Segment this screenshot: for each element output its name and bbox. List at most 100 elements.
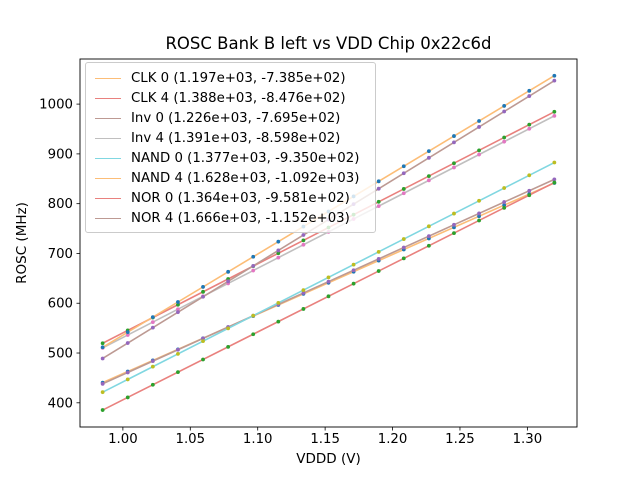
data-point-nor-4 (552, 78, 557, 83)
data-point-nor-4 (176, 310, 180, 315)
data-point-nand-0 (426, 224, 431, 229)
data-point-nand-0 (301, 288, 306, 293)
data-point-clk-4 (426, 174, 431, 178)
data-point-nand-0 (351, 262, 356, 267)
legend-line-swatch (95, 137, 121, 139)
legend-item-nand-4: NAND 4 (1.628e+03, -1.092e+03) (95, 168, 367, 188)
data-point-inv-0 (125, 370, 130, 375)
data-point-nand-0 (276, 300, 281, 305)
data-point-nor-4 (477, 125, 481, 129)
legend-line-swatch (95, 77, 121, 79)
data-point-clk-4 (276, 251, 281, 256)
data-point-nor-4 (201, 294, 205, 299)
data-point-nor-0 (201, 357, 205, 362)
legend-line-swatch (95, 177, 121, 179)
data-point-nand-0 (452, 211, 456, 216)
data-point-nor-4 (150, 325, 155, 330)
data-point-nor-0 (527, 193, 532, 198)
legend-item-inv-4: Inv 4 (1.391e+03, -8.598e+02) (95, 128, 367, 148)
legend-line-swatch (95, 197, 121, 199)
legend-item-label: NAND 0 (1.377e+03, -9.350e+02) (131, 150, 360, 166)
data-point-nor-0 (176, 370, 180, 375)
data-point-inv-4 (452, 165, 456, 170)
data-point-inv-0 (502, 200, 507, 204)
data-point-nand-4 (527, 88, 532, 93)
data-point-nor-0 (125, 395, 130, 400)
legend-item-label: Inv 4 (1.391e+03, -8.598e+02) (131, 130, 341, 146)
data-point-nand-0 (251, 313, 256, 318)
data-point-nand-0 (125, 377, 130, 382)
data-point-nand-0 (401, 237, 406, 241)
data-point-clk-4 (376, 199, 381, 204)
legend-item-label: NOR 4 (1.666e+03, -1.152e+03) (131, 210, 350, 226)
data-point-nor-4 (301, 233, 306, 237)
y-tick-label: 700 (48, 247, 73, 262)
data-point-inv-0 (201, 336, 205, 341)
data-point-clk-4 (401, 187, 406, 191)
data-point-nand-4 (125, 330, 130, 335)
x-axis-label: VDDD (V) (296, 451, 361, 467)
data-point-inv-0 (477, 211, 481, 216)
data-point-nand-0 (150, 364, 155, 369)
data-point-nand-0 (201, 339, 205, 344)
data-point-nor-0 (452, 231, 456, 236)
y-tick-label: 800 (48, 197, 73, 212)
legend-item-nor-0: NOR 0 (1.364e+03, -9.581e+02) (95, 188, 367, 208)
data-point-nor-0 (251, 332, 256, 337)
data-point-nand-0 (477, 198, 481, 203)
data-point-nand-4 (201, 285, 205, 289)
axes-frame (79, 58, 578, 428)
y-tick-label: 900 (48, 147, 73, 162)
data-point-nand-0 (100, 390, 105, 395)
data-point-clk-4 (477, 148, 481, 153)
data-point-nand-4 (552, 73, 557, 78)
data-point-nor-0 (276, 319, 281, 324)
data-point-nand-0 (376, 249, 381, 254)
data-point-inv-4 (251, 268, 256, 273)
data-point-inv-4 (301, 242, 306, 247)
data-point-nand-0 (226, 326, 231, 331)
data-point-nand-0 (527, 173, 532, 178)
data-point-nor-0 (351, 281, 356, 286)
data-point-inv-0 (401, 245, 406, 250)
legend: CLK 0 (1.197e+03, -7.385e+02) CLK 4 (1.3… (85, 62, 376, 233)
data-point-nor-4 (426, 155, 431, 160)
data-point-inv-4 (527, 126, 532, 131)
data-point-inv-0 (326, 279, 331, 284)
data-point-clk-4 (452, 161, 456, 166)
data-point-nor-4 (401, 171, 406, 176)
data-point-nor-4 (226, 279, 231, 284)
data-point-clk-4 (502, 135, 507, 140)
legend-line-swatch (95, 157, 121, 159)
x-tick-label: 1.00 (108, 432, 138, 447)
x-tick-label: 1.25 (445, 432, 475, 447)
data-point-clk-0 (502, 203, 507, 208)
data-point-nor-0 (376, 269, 381, 273)
data-point-inv-0 (452, 222, 456, 227)
data-point-inv-0 (527, 188, 532, 193)
data-point-clk-4 (301, 238, 306, 243)
data-point-nand-4 (401, 164, 406, 169)
data-point-nor-0 (401, 256, 406, 261)
data-point-clk-0 (477, 214, 481, 219)
data-point-nor-0 (502, 205, 507, 210)
data-point-nor-0 (100, 408, 105, 412)
data-point-nor-0 (150, 382, 155, 387)
data-point-nor-4 (376, 186, 381, 191)
data-point-nor-0 (477, 218, 481, 223)
x-tick-label: 1.20 (378, 432, 408, 447)
legend-item-label: NOR 0 (1.364e+03, -9.581e+02) (131, 190, 350, 206)
data-point-clk-4 (176, 302, 180, 307)
data-point-inv-0 (100, 381, 105, 386)
data-point-nor-0 (326, 294, 331, 299)
legend-item-inv-0: Inv 0 (1.226e+03, -7.695e+02) (95, 108, 367, 128)
data-point-inv-4 (125, 333, 130, 337)
data-point-nand-4 (226, 269, 231, 274)
data-point-nand-4 (276, 239, 281, 244)
data-point-nand-4 (477, 119, 481, 123)
legend-item-nor-4: NOR 4 (1.666e+03, -1.152e+03) (95, 208, 367, 228)
data-point-inv-4 (176, 307, 180, 312)
data-point-inv-4 (502, 139, 507, 144)
